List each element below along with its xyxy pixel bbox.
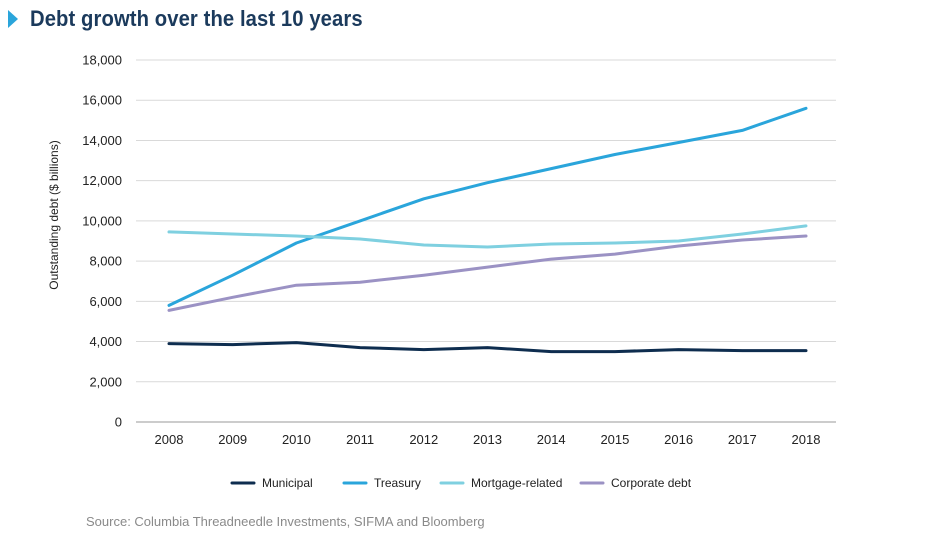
x-tick-labels: 2008 2009 2010 2011 2012 2013 2014 2015 2016 2017… xyxy=(155,432,821,447)
y-tick-label: 8,000 xyxy=(89,254,122,269)
y-tick-label: 6,000 xyxy=(89,294,122,309)
y-axis-label: Outstanding debt ($ billions) xyxy=(47,140,61,289)
legend: Municipal Treasury Mortgage-related Corpora… xyxy=(230,476,692,490)
y-tick-label: 12,000 xyxy=(82,173,122,188)
legend-label-mortgage-related: Mortgage-related xyxy=(471,476,562,490)
title-arrow-icon xyxy=(8,10,18,28)
x-tick-label: 2013 xyxy=(473,432,502,447)
legend-label-treasury: Treasury xyxy=(374,476,421,490)
grid-lines xyxy=(136,59,836,423)
x-tick-label: 2008 xyxy=(155,432,184,447)
legend-label-corporate-debt: Corporate debt xyxy=(611,476,692,490)
source-note: Source: Columbia Threadneedle Investment… xyxy=(86,514,485,529)
y-tick-label: 0 xyxy=(115,415,122,430)
y-tick-label: 10,000 xyxy=(82,213,122,228)
x-tick-label: 2017 xyxy=(728,432,757,447)
y-tick-label: 18,000 xyxy=(82,53,122,68)
series-line-corporate-debt xyxy=(167,234,808,312)
y-tick-label: 2,000 xyxy=(89,374,122,389)
y-tick-labels: 0 2,000 4,000 6,000 8,000 10,000 12,000 14,000 1… xyxy=(82,53,122,430)
series-lines xyxy=(167,106,808,354)
legend-label-municipal: Municipal xyxy=(262,476,313,490)
x-tick-label: 2011 xyxy=(346,432,374,447)
chart-header: Debt growth over the last 10 years xyxy=(8,6,392,32)
x-tick-label: 2009 xyxy=(218,432,247,447)
y-tick-label: 4,000 xyxy=(89,334,122,349)
series-line-municipal xyxy=(167,341,808,354)
x-tick-label: 2018 xyxy=(792,432,821,447)
series-line-mortgage-related xyxy=(167,224,808,249)
series-line-treasury xyxy=(167,106,808,307)
x-tick-label: 2012 xyxy=(409,432,438,447)
y-tick-label: 14,000 xyxy=(82,133,122,148)
x-tick-label: 2014 xyxy=(537,432,566,447)
x-tick-label: 2010 xyxy=(282,432,311,447)
y-tick-label: 16,000 xyxy=(82,93,122,108)
chart-title: Debt growth over the last 10 years xyxy=(30,6,363,31)
x-tick-label: 2015 xyxy=(600,432,629,447)
x-tick-label: 2016 xyxy=(664,432,693,447)
